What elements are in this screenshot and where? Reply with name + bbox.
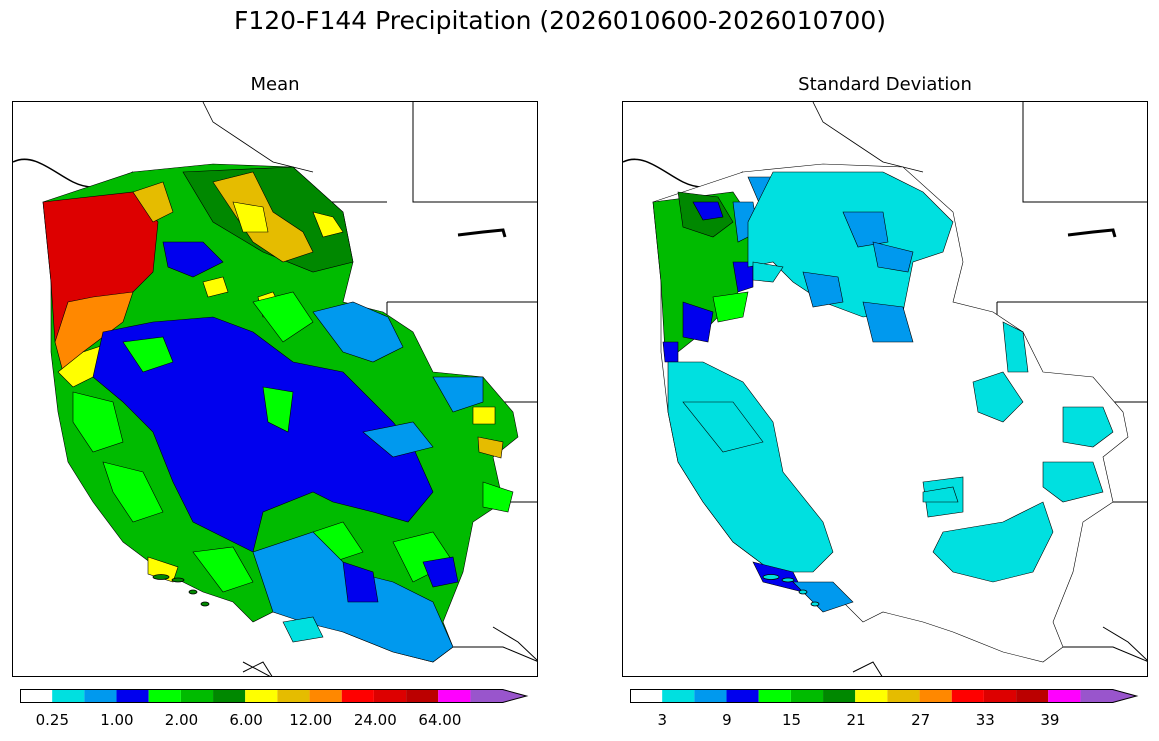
mean-colorbar-segment [213,689,246,703]
mean-colorbar-segment [470,689,527,703]
mean-colorbar-tick-label: 2.00 [164,711,199,729]
mean-colorbar-tick-label: 6.00 [229,711,263,729]
mean-colorbar-segment [373,689,407,703]
mean-colorbar-segment [406,689,439,703]
stddev-colorbar-tick-label: 21 [846,711,866,729]
mean-colorbar-segment [20,689,53,703]
stddev-map [622,101,1148,677]
stddev-panel-title: Standard Deviation [798,74,972,95]
mean-map [12,101,538,677]
stddev-colorbar-segment [1016,689,1049,703]
stddev-map-canvas [623,102,1147,676]
stddev-colorbar-segment [630,689,663,703]
mean-colorbar-segment [341,689,374,703]
stddev-colorbar-tick-label: 27 [911,711,931,729]
stddev-colorbar-segment [855,689,888,703]
stddev-colorbar-segment [887,689,920,703]
mean-colorbar-tick-label: 24.00 [353,711,397,729]
mean-colorbar [20,689,529,703]
stddev-colorbar-segment [726,689,759,703]
stddev-colorbar-segment [919,689,952,703]
stddev-colorbar-segment [1048,689,1081,703]
mean-colorbar-segment [116,689,149,703]
stddev-colorbar-tick-label: 3 [657,711,668,729]
stddev-colorbar-segment [662,689,695,703]
mean-colorbar-tick-label: 0.25 [35,711,69,729]
stddev-colorbar-tick-label: 15 [781,711,802,729]
mean-colorbar-tick-label: 1.00 [100,711,134,729]
stddev-colorbar-segment [790,689,824,703]
stddev-colorbar-segment [1080,689,1137,703]
mean-colorbar-tick-label: 64.00 [418,711,462,729]
mean-colorbar-segment [309,689,342,703]
stddev-colorbar [630,689,1139,703]
stddev-colorbar-outline [630,689,1139,703]
stddev-colorbar-segment [951,689,984,703]
stddev-colorbar-segment [758,689,791,703]
mean-colorbar-segment [438,689,471,703]
mean-colorbar-segment [52,689,85,703]
mean-colorbar-outline [20,689,529,703]
stddev-colorbar-tick-label: 9 [722,711,732,729]
mean-colorbar-segment [245,689,278,703]
stddev-colorbar-tick-label: 39 [1040,711,1060,729]
mean-colorbar-segment [277,689,310,703]
mean-colorbar-segment [148,689,181,703]
figure-title: F120-F144 Precipitation (2026010600-2026… [233,6,886,35]
stddev-colorbar-segment [694,689,727,703]
mean-colorbar-tick-label: 12.00 [289,711,333,729]
mean-panel-title: Mean [250,74,300,95]
stddev-colorbar-segment [983,689,1017,703]
mean-map-canvas [13,102,537,676]
mean-colorbar-segment [84,689,117,703]
stddev-colorbar-segment [823,689,856,703]
mean-colorbar-segment [180,689,214,703]
stddev-colorbar-tick-label: 33 [975,711,995,729]
